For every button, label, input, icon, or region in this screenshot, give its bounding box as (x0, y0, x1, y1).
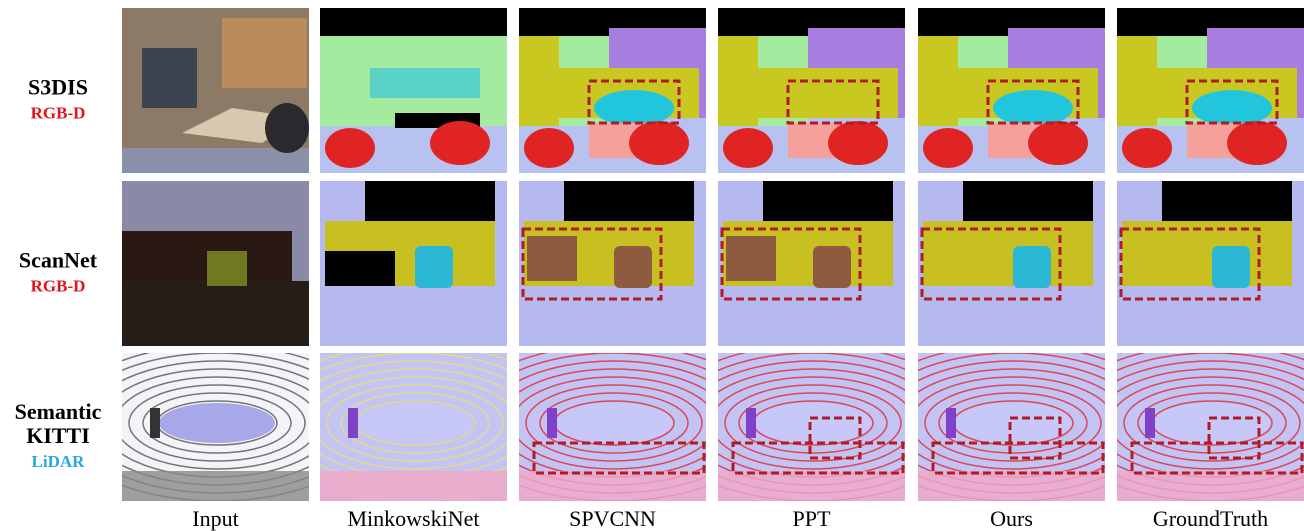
panel-content (918, 181, 1105, 346)
sidewalk (320, 471, 507, 501)
person (1145, 408, 1155, 438)
panel-content (320, 181, 507, 346)
panel-content (1117, 181, 1304, 346)
panel (320, 181, 507, 346)
row-name: KITTI (26, 423, 90, 448)
chair-l (524, 128, 574, 168)
ceiling (320, 8, 507, 36)
panel-content (519, 181, 706, 346)
column-name: SPVCNN (569, 506, 656, 531)
panel (122, 181, 309, 346)
mix (370, 68, 480, 98)
panel (519, 181, 706, 346)
ottoman (207, 251, 247, 286)
row-name: Semantic (15, 399, 102, 424)
ground (755, 403, 871, 443)
person (150, 408, 160, 438)
ottoman (614, 246, 652, 288)
panel (122, 8, 309, 173)
panel-content (519, 8, 706, 173)
column-name: MinkowskiNet (348, 506, 480, 531)
chair-r (1227, 121, 1287, 165)
chair-l (325, 128, 375, 168)
chair-r (629, 121, 689, 165)
panel-content (718, 181, 905, 346)
sidewalk (519, 471, 706, 501)
panel (519, 8, 706, 173)
monitor (594, 90, 674, 126)
panel (1117, 181, 1304, 346)
ground (556, 403, 672, 443)
floor (122, 281, 309, 346)
panel (918, 8, 1105, 173)
ottoman (1212, 246, 1250, 288)
ottoman (415, 246, 453, 288)
person (746, 408, 756, 438)
column-name: Input (192, 506, 238, 531)
row-name: S3DIS (28, 75, 88, 100)
panel (320, 8, 507, 173)
chair-r (828, 121, 888, 165)
sidewalk (1117, 471, 1304, 501)
shelf (222, 18, 307, 88)
panel (718, 8, 905, 173)
sofa-err (527, 236, 577, 281)
panel-content (122, 8, 309, 173)
ground (1154, 403, 1270, 443)
ground (955, 403, 1071, 443)
panel-content (918, 8, 1105, 173)
row-modality: LiDAR (32, 452, 86, 471)
person (547, 408, 557, 438)
sidewalk (718, 471, 905, 501)
figure: S3DIS RGB-D ScanNet RGB-D SemanticKITTI LiDAR… (0, 0, 1304, 531)
sofa (1122, 221, 1292, 286)
column-name: PPT (793, 506, 831, 531)
sidewalk (918, 471, 1105, 501)
window (142, 48, 197, 108)
panel-content (320, 8, 507, 173)
row-name: ScanNet (19, 248, 98, 273)
row-modality: RGB-D (31, 104, 86, 123)
sofa-err (325, 251, 395, 286)
dark (564, 181, 694, 226)
panel (918, 181, 1105, 346)
chair-l (1122, 128, 1172, 168)
panel (1117, 8, 1304, 173)
row-modality: RGB-D (31, 277, 86, 296)
column-name: GroundTruth (1153, 506, 1268, 531)
dark (365, 181, 495, 226)
chair (265, 103, 309, 153)
dark (763, 181, 893, 226)
dark (1162, 181, 1292, 226)
sofa-err (726, 236, 776, 281)
sofa (923, 221, 1093, 286)
chair-l (723, 128, 773, 168)
ground (357, 403, 473, 443)
sidewalk (122, 471, 309, 501)
panel-content (1117, 8, 1304, 173)
person (348, 408, 358, 438)
ottoman (1013, 246, 1051, 288)
chair-r (430, 121, 490, 165)
panel (718, 181, 905, 346)
chair-r (1028, 121, 1088, 165)
column-name: Ours (990, 506, 1033, 531)
ottoman (813, 246, 851, 288)
person (946, 408, 956, 438)
monitor (1192, 90, 1272, 126)
panel-content (718, 8, 905, 173)
monitor (993, 90, 1073, 126)
dark (963, 181, 1093, 226)
ground (159, 403, 275, 443)
panel-content (122, 181, 309, 346)
chair-l (923, 128, 973, 168)
